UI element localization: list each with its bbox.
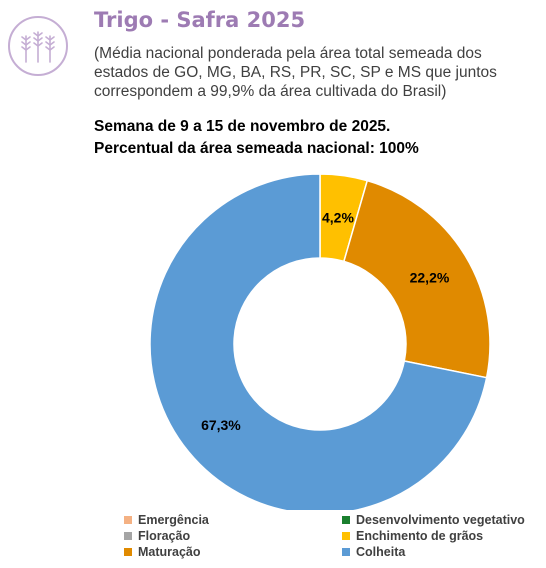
legend-label: Maturação (138, 545, 201, 559)
legend-label: Enchimento de grãos (356, 529, 484, 543)
legend-item: Desenvolvimento vegetativo (342, 513, 525, 527)
slice-matura-o (342, 179, 491, 379)
wheat-icon (8, 16, 68, 76)
legend-swatch (124, 548, 132, 556)
legend-swatch (342, 516, 350, 524)
legend-label: Desenvolvimento vegetativo (356, 513, 525, 527)
data-label-colheita: 67,3% (201, 417, 241, 433)
chart-subtitle: (Média nacional ponderada pela área tota… (94, 45, 497, 100)
chart-title: Trigo - Safra 2025 (94, 8, 306, 32)
legend-swatch (342, 532, 350, 540)
legend-item: Maturação (124, 545, 201, 559)
week-label: Semana de 9 a 15 de novembro de 2025. (94, 118, 391, 135)
legend-swatch (124, 516, 132, 524)
donut-chart: 4,2% 22,2% 67,3% (149, 173, 491, 510)
legend-item: Emergência (124, 513, 209, 527)
legend-swatch (342, 548, 350, 556)
legend-swatch (124, 532, 132, 540)
data-label-matura-o: 22,2% (410, 270, 450, 286)
legend-item: Floração (124, 529, 190, 543)
legend-label: Floração (138, 529, 191, 543)
data-label-enchimento-de-gr-os: 4,2% (322, 209, 354, 225)
planted-percent-label: Percentual da área semeada nacional: 100… (94, 140, 419, 157)
legend-label: Colheita (356, 545, 406, 559)
legend-item: Colheita (342, 545, 405, 559)
legend-label: Emergência (138, 513, 209, 527)
legend-item: Enchimento de grãos (342, 529, 483, 543)
slice-colheita (149, 173, 488, 510)
